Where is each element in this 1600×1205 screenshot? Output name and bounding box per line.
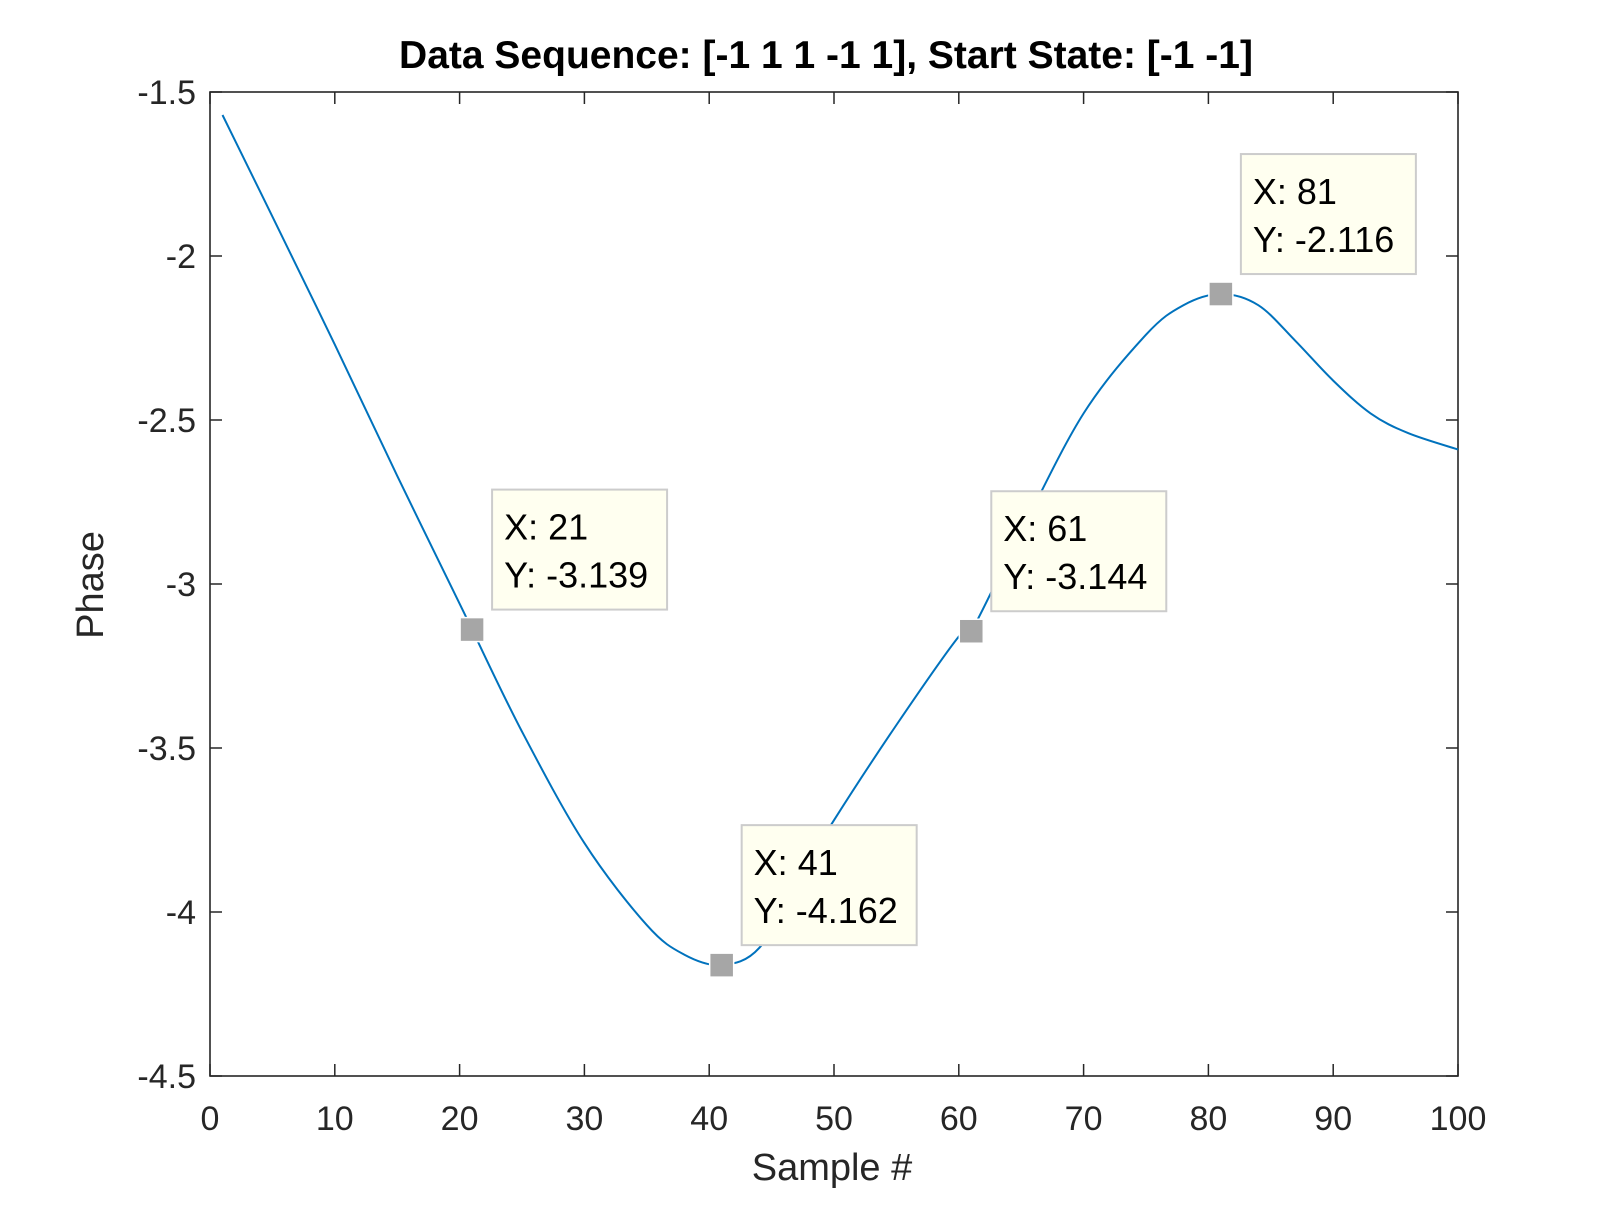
datatip: X: 21 Y: -3.139 (459, 488, 669, 643)
chart-title: Data Sequence: [-1 1 1 -1 1], Start Stat… (399, 34, 1253, 77)
x-tick-label: 0 (201, 1100, 220, 1138)
datatip: X: 61 Y: -3.144 (958, 490, 1168, 644)
datatip-y-text: Y: -2.116 (1253, 219, 1394, 260)
series-line (221, 114, 1459, 967)
y-tick-label: -4 (166, 894, 196, 932)
datatip: X: 81 Y: -2.116 (1208, 153, 1417, 307)
y-tick-label: -3 (166, 566, 196, 604)
datatip-x-text: X: 21 (504, 507, 588, 548)
x-tick-label: 70 (1065, 1100, 1103, 1138)
y-tick-label: -1.5 (137, 74, 196, 112)
x-axis-label: Sample # (752, 1147, 913, 1189)
y-tick-label: -2 (166, 238, 196, 276)
datatip-marker (459, 616, 485, 643)
datatip-box (491, 488, 669, 611)
y-tick-label: -3.5 (137, 730, 196, 768)
datatip-marker (1208, 281, 1234, 307)
datatip-y-text: Y: -4.162 (754, 890, 898, 931)
datatip-x-text: X: 61 (1003, 508, 1087, 549)
datatip-y-text: Y: -3.139 (504, 555, 648, 596)
datatip-y-text: Y: -3.144 (1003, 556, 1147, 597)
x-tick-label: 60 (940, 1100, 978, 1138)
x-tick-label: 10 (316, 1100, 354, 1138)
datatip: X: 41 Y: -4.162 (708, 824, 918, 978)
datatip-marker (958, 618, 985, 644)
x-tick-label: 20 (441, 1100, 479, 1138)
y-tick-label: -2.5 (137, 402, 196, 440)
plot-area: 0 10 20 30 40 50 60 70 80 90 100 -1.5 -2 -2.5 -3 -3.5 -4… (137, 74, 1486, 1138)
y-tick-label: -4.5 (137, 1058, 196, 1096)
x-tick-label: 50 (815, 1100, 853, 1138)
x-tick-label: 90 (1314, 1100, 1352, 1138)
y-axis-label: Phase (70, 531, 112, 639)
x-tick-label: 40 (690, 1100, 728, 1138)
datatip-box (740, 824, 918, 947)
datatip-x-text: X: 41 (754, 842, 838, 883)
x-tick-label: 100 (1430, 1100, 1487, 1138)
datatip-marker (708, 952, 735, 978)
x-tick-label: 80 (1189, 1100, 1227, 1138)
x-tick-label: 30 (565, 1100, 603, 1138)
datatip-x-text: X: 81 (1253, 171, 1337, 212)
datatip-box (1239, 153, 1417, 276)
datatip-box (990, 490, 1168, 613)
